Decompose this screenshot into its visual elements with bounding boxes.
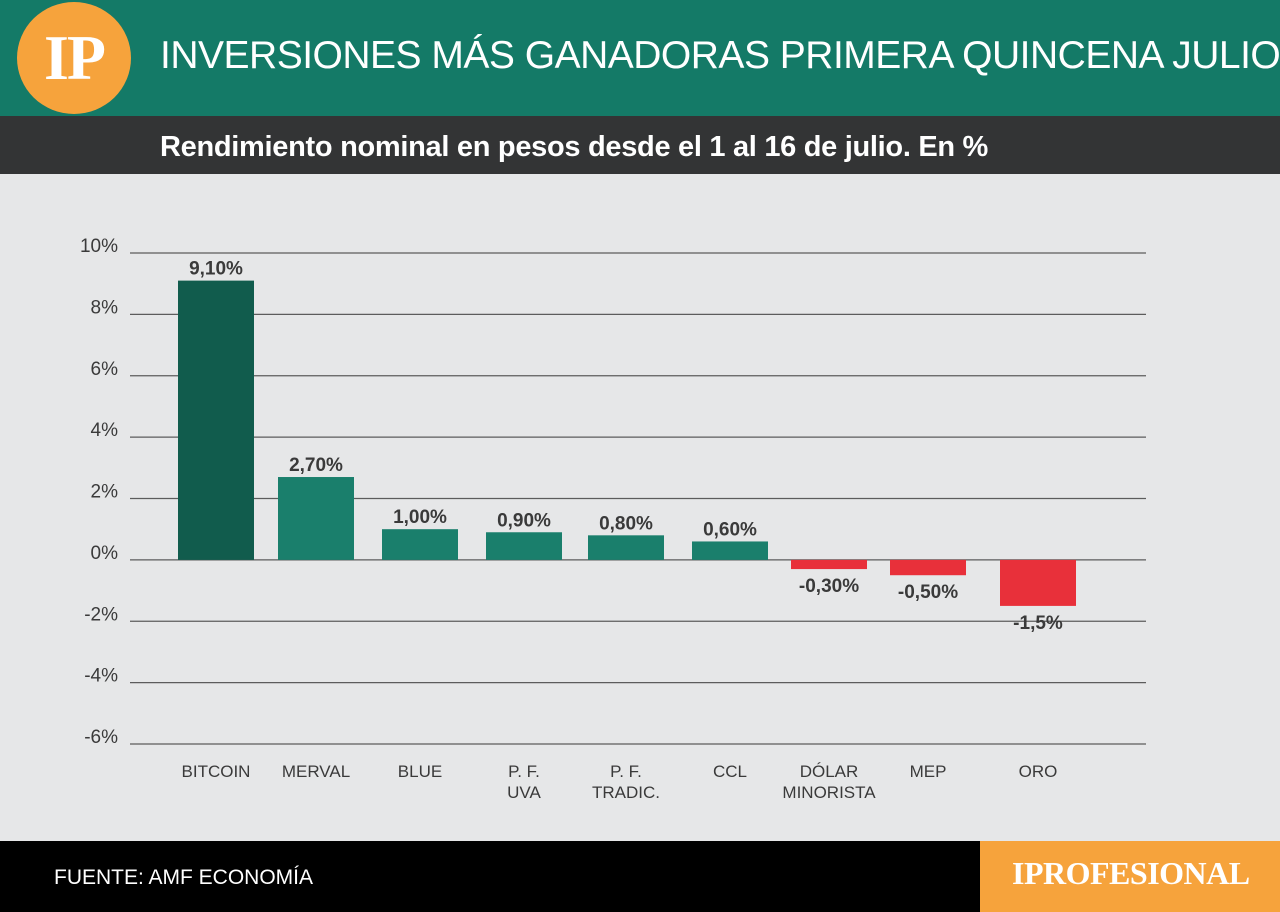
x-tick-label: BITCOIN (182, 762, 251, 781)
data-label: 0,90% (497, 510, 551, 531)
data-label: 0,80% (599, 513, 653, 534)
x-tick-label: CCL (713, 762, 747, 781)
data-label: -1,5% (1013, 613, 1063, 634)
x-tick-label: DÓLAR (800, 762, 859, 781)
data-label: 0,60% (703, 519, 757, 540)
x-tick-label: MERVAL (282, 762, 350, 781)
data-label: 9,10% (189, 259, 243, 280)
y-tick-label: 2% (91, 482, 119, 503)
brand-box (980, 841, 1280, 912)
x-tick-label: MINORISTA (782, 783, 876, 802)
bar (278, 477, 354, 560)
x-tick-label: TRADIC. (592, 783, 660, 802)
y-tick-label: -2% (84, 604, 118, 625)
data-label: -0,50% (898, 582, 958, 603)
y-tick-label: -4% (84, 666, 118, 687)
source-note: FUENTE: AMF ECONOMÍA (54, 866, 314, 889)
page-title: INVERSIONES MÁS GANADORAS PRIMERA QUINCE… (160, 34, 1280, 77)
chart-subtitle: Rendimiento nominal en pesos desde el 1 … (160, 131, 989, 163)
data-label: 2,70% (289, 455, 343, 476)
x-tick-label: P. F. (610, 762, 642, 781)
subtitle-bar (0, 116, 1280, 174)
bar (382, 529, 458, 560)
x-tick-label: MEP (910, 762, 947, 781)
bar (791, 559, 867, 570)
bar (890, 559, 966, 576)
y-tick-label: 0% (91, 543, 119, 564)
brand-logo: IPROFESIONAL (1012, 855, 1250, 891)
bar (588, 535, 664, 560)
y-tick-label: 6% (91, 359, 119, 380)
footer-bar (0, 841, 980, 912)
x-tick-label: ORO (1019, 762, 1058, 781)
bar-chart: 10% 8% 6% 4% 2% 0% -2% -4% -6% 9,10% BITCOIN 2,70% M… (80, 236, 1146, 802)
bar (1000, 559, 1076, 606)
bar (692, 541, 768, 560)
ip-logo: IP (17, 2, 131, 114)
y-tick-label: 8% (91, 297, 119, 318)
data-label: -0,30% (799, 576, 859, 597)
x-tick-label: P. F. (508, 762, 540, 781)
y-tick-label: 4% (91, 420, 119, 441)
bar (486, 532, 562, 560)
x-tick-label: BLUE (398, 762, 442, 781)
data-label: 1,00% (393, 507, 447, 528)
y-tick-label: -6% (84, 727, 118, 748)
header-bar (0, 0, 1280, 116)
x-tick-label: UVA (507, 783, 541, 802)
y-tick-label: 10% (80, 236, 118, 257)
bar (178, 280, 254, 560)
